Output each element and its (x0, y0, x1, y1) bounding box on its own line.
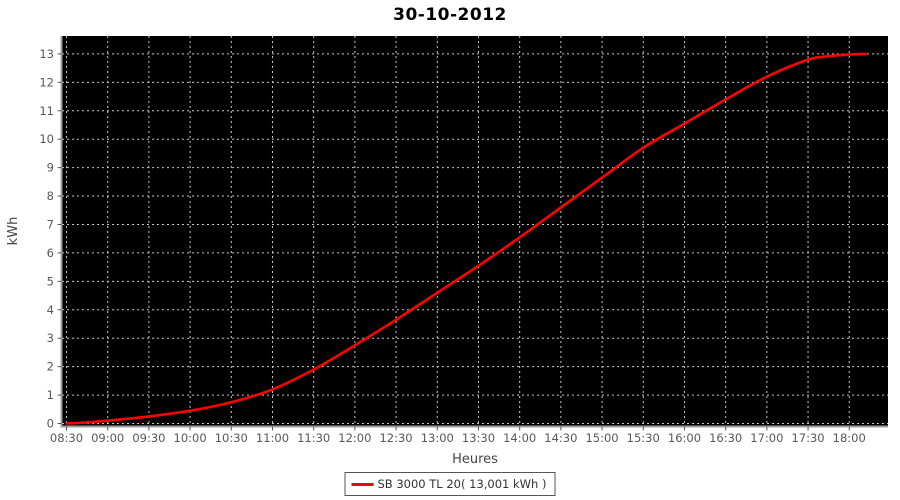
x-tick-label: 16:30 (709, 431, 742, 445)
x-tick-label: 10:30 (215, 431, 248, 445)
x-axis-label: Heures (452, 452, 498, 467)
y-tick-label: 7 (47, 217, 54, 231)
x-tick-label: 08:30 (50, 431, 83, 445)
x-tick-label: 18:00 (833, 431, 866, 445)
x-tick-label: 16:00 (668, 431, 701, 445)
chart-title: 30-10-2012 (393, 5, 507, 25)
y-tick-label: 11 (39, 104, 54, 118)
y-axis-label: kWh (6, 217, 21, 246)
legend-label: SB 3000 TL 20( 13,001 kWh ) (377, 477, 547, 491)
axis-ticks (57, 53, 850, 431)
x-tick-label: 13:30 (462, 431, 495, 445)
y-tick-label: 6 (47, 246, 54, 260)
x-tick-label: 12:00 (338, 431, 371, 445)
y-tick-label: 10 (39, 132, 54, 146)
y-tick-label: 5 (47, 274, 54, 288)
series-line-marker-icon (351, 482, 374, 486)
series-line (65, 52, 867, 425)
x-tick-label: 09:00 (91, 431, 124, 445)
x-tick-label: 13:00 (421, 431, 454, 445)
legend-box: SB 3000 TL 20( 13,001 kWh ) (344, 472, 556, 496)
x-tick-label: 15:00 (585, 431, 618, 445)
x-tick-label: 11:30 (297, 431, 330, 445)
y-tick-label: 4 (47, 303, 54, 317)
y-tick-label: 0 (47, 417, 54, 431)
y-tick-label: 1 (47, 388, 54, 402)
y-tick-label: 9 (47, 161, 54, 175)
y-tick-label: 12 (39, 75, 54, 89)
x-tick-label: 14:00 (503, 431, 536, 445)
x-tick-label: 17:30 (791, 431, 824, 445)
y-tick-label: 3 (47, 331, 54, 345)
y-tick-label: 13 (39, 47, 54, 61)
x-tick-label: 17:00 (750, 431, 783, 445)
x-tick-label: 14:30 (544, 431, 577, 445)
x-tick-label: 12:30 (379, 431, 412, 445)
x-tick-label: 10:00 (174, 431, 207, 445)
x-tick-label: 11:00 (256, 431, 289, 445)
x-tick-label: 15:30 (627, 431, 660, 445)
plot-area (62, 36, 888, 426)
y-tick-label: 2 (47, 360, 54, 374)
x-tick-label: 09:30 (132, 431, 165, 445)
y-tick-label: 8 (47, 189, 54, 203)
x-tick-labels: 08:30 09:00 09:30 10:00 10:30 11:00 11:30 12:00… (50, 431, 866, 445)
gridlines (62, 36, 888, 426)
